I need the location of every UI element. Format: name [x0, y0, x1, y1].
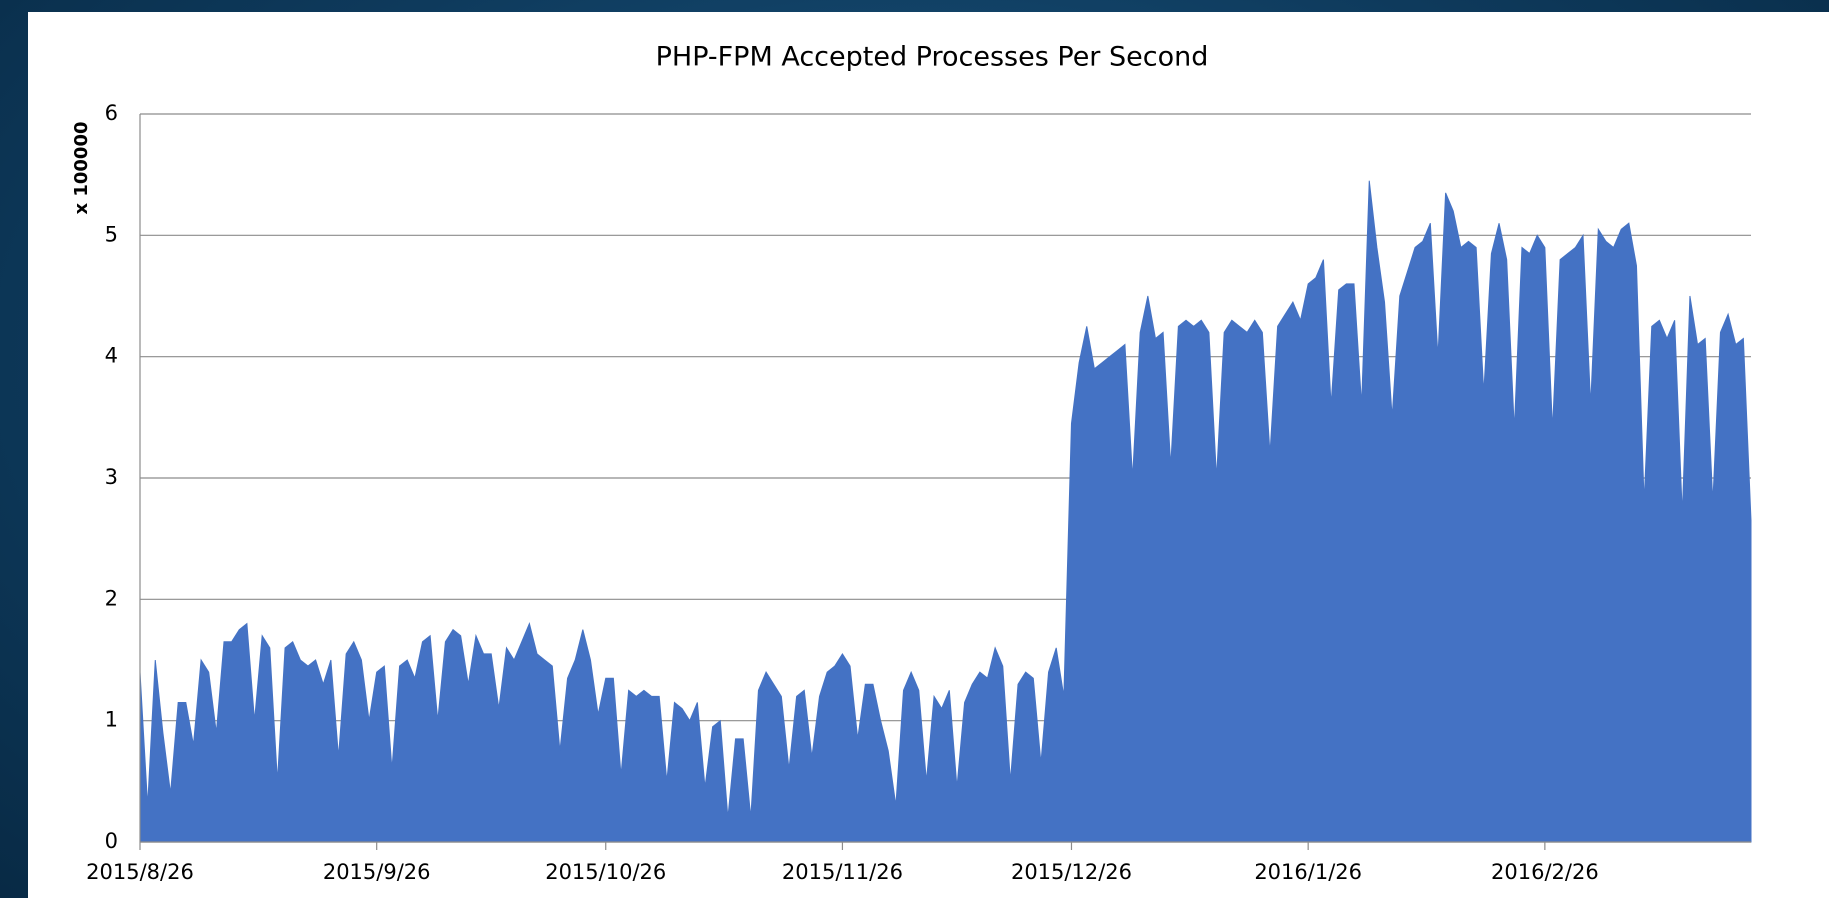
y-tick-label: 3: [105, 465, 118, 489]
y-tick-label: 6: [105, 101, 118, 125]
y-axis-label: x 100000: [71, 121, 92, 214]
x-tick-label: 2015/12/26: [1011, 860, 1132, 884]
y-tick-label: 2: [105, 586, 118, 610]
x-tick-label: 2015/8/26: [86, 860, 194, 884]
y-tick-label: 5: [105, 222, 118, 246]
x-tick-label: 2016/2/26: [1491, 860, 1599, 884]
y-tick-label: 1: [105, 708, 118, 732]
x-tick-label: 2015/10/26: [545, 860, 666, 884]
x-tick-label: 2015/9/26: [323, 860, 431, 884]
x-tick-label: 2015/11/26: [782, 860, 903, 884]
chart-title: PHP-FPM Accepted Processes Per Second: [656, 42, 1209, 73]
area: [139, 180, 1752, 843]
y-tick-label: 4: [105, 344, 118, 368]
x-tick-label: 2016/1/26: [1254, 860, 1362, 884]
y-tick-label: 0: [105, 829, 118, 853]
